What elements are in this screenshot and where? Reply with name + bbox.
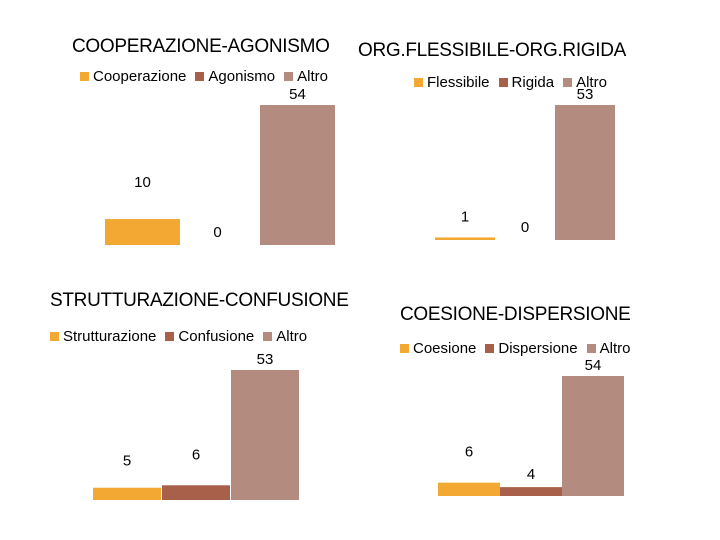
chart-legend: Cooperazione Agonismo Altro bbox=[80, 68, 328, 85]
legend-swatch-3 bbox=[263, 332, 273, 341]
legend-swatch-3 bbox=[284, 72, 294, 81]
legend-label: Altro bbox=[599, 340, 631, 357]
bar-cooperazione bbox=[105, 219, 180, 245]
legend-item: Dispersione bbox=[485, 340, 578, 357]
legend-label: Altro bbox=[276, 328, 308, 345]
legend-item: Coesione bbox=[400, 340, 476, 357]
legend-label: Flessibile bbox=[427, 74, 490, 91]
legend-item: Altro bbox=[586, 340, 631, 357]
legend-item: Altro bbox=[263, 328, 307, 345]
legend-swatch-2 bbox=[165, 332, 175, 341]
legend-swatch-1 bbox=[80, 72, 89, 81]
data-label: 54 bbox=[289, 86, 306, 103]
chart-title: ORG.FLESSIBILE-ORG.RIGIDA bbox=[358, 40, 627, 61]
legend-swatch-3 bbox=[563, 78, 573, 87]
data-label: 53 bbox=[257, 351, 274, 368]
bar-altro bbox=[231, 370, 299, 500]
bar-coesione bbox=[438, 482, 500, 496]
bar-altro bbox=[562, 376, 624, 496]
chart-title: COOPERAZIONE-AGONISMO bbox=[72, 36, 330, 57]
legend-item: Altro bbox=[284, 68, 328, 85]
chart-legend: Flessibile Rigida Altro bbox=[414, 74, 607, 91]
legend-swatch-2 bbox=[195, 72, 205, 81]
legend-item: Strutturazione bbox=[50, 328, 156, 345]
bar-flessibile bbox=[435, 237, 495, 240]
legend-item: Confusione bbox=[165, 328, 254, 345]
bar-dispersione bbox=[500, 487, 562, 496]
legend-swatch-1 bbox=[50, 332, 59, 341]
legend-label: Agonismo bbox=[208, 68, 276, 85]
legend-label: Cooperazione bbox=[93, 68, 187, 85]
legend-label: Confusione bbox=[178, 328, 255, 345]
data-label: 54 bbox=[585, 357, 602, 374]
data-label: 6 bbox=[465, 444, 473, 461]
bar-strutturazione bbox=[93, 487, 161, 500]
legend-swatch-3 bbox=[586, 344, 596, 353]
legend-item: Agonismo bbox=[195, 68, 275, 85]
legend-swatch-2 bbox=[498, 78, 508, 87]
chart-legend: Coesione Dispersione Altro bbox=[400, 340, 630, 357]
chart-title: STRUTTURAZIONE-CONFUSIONE bbox=[50, 290, 349, 311]
legend-label: Altro bbox=[576, 74, 607, 91]
legend-label: Dispersione bbox=[498, 340, 578, 357]
legend-item: Altro bbox=[563, 74, 607, 91]
legend-item: Flessibile bbox=[414, 74, 490, 91]
data-label: 4 bbox=[527, 466, 535, 483]
legend-item: Cooperazione bbox=[80, 68, 186, 85]
chart-legend: Strutturazione Confusione Altro bbox=[50, 328, 307, 345]
legend-label: Strutturazione bbox=[63, 328, 157, 345]
legend-item: Rigida bbox=[498, 74, 555, 91]
bar-altro bbox=[555, 105, 615, 240]
legend-swatch-2 bbox=[485, 344, 495, 353]
data-label: 6 bbox=[192, 446, 200, 463]
data-label: 0 bbox=[521, 219, 529, 236]
data-label: 0 bbox=[213, 224, 221, 241]
chart-title: COESIONE-DISPERSIONE bbox=[400, 304, 631, 325]
data-label: 1 bbox=[461, 208, 469, 225]
bar-altro bbox=[260, 105, 335, 245]
legend-swatch-1 bbox=[414, 78, 423, 87]
legend-label: Rigida bbox=[511, 74, 555, 91]
legend-label: Altro bbox=[297, 68, 328, 85]
data-label: 5 bbox=[123, 453, 131, 470]
legend-swatch-1 bbox=[400, 344, 409, 353]
data-label: 53 bbox=[577, 86, 594, 103]
legend-label: Coesione bbox=[413, 340, 477, 357]
bar-confusione bbox=[162, 485, 230, 500]
data-label: 10 bbox=[134, 174, 151, 191]
